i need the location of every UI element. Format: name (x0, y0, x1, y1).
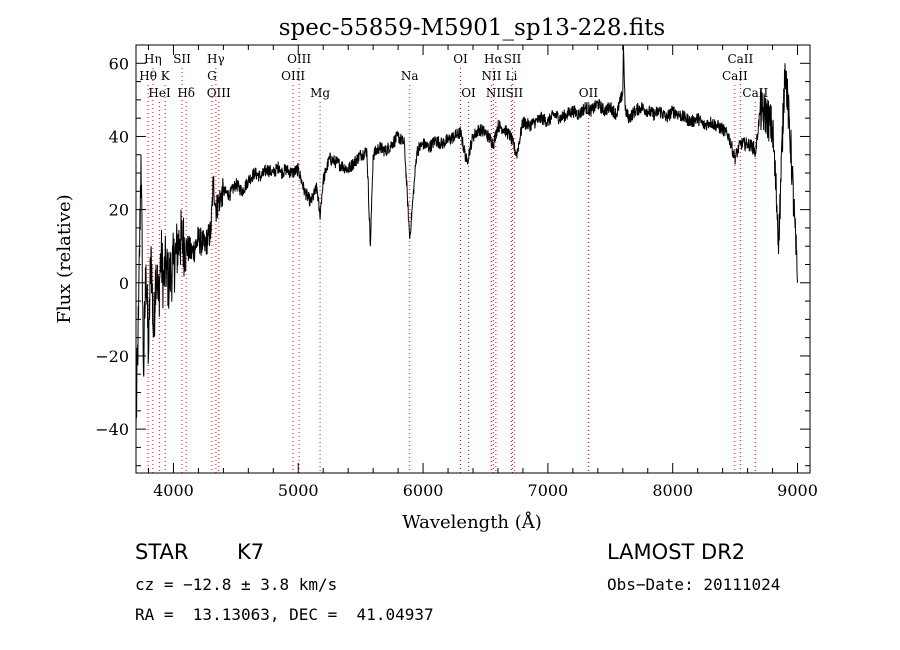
y-axis-label: Flux (relative) (54, 194, 75, 323)
object-class: STAR (135, 540, 189, 564)
line-marker-label: Hγ (207, 52, 225, 66)
y-tick-labels: −40 −20 0 20 40 60 (95, 54, 129, 439)
line-marker-label: Li (506, 69, 518, 83)
line-marker-label: CaII (727, 52, 753, 66)
y-tick-label: 20 (109, 201, 129, 220)
spectral-subclass: K7 (237, 540, 265, 564)
y-tick-label: 60 (109, 54, 129, 73)
line-marker-label: OI (461, 86, 476, 100)
line-marker-label: OIII (281, 69, 305, 83)
spectrum-line (135, 44, 798, 430)
line-marker-label: SII (505, 86, 523, 100)
line-marker-label: CaII (722, 69, 748, 83)
spectrum-chart: spec-55859-M5901_sp13-228.fits Hη Hθ K HeI S… (54, 15, 818, 533)
y-tick-label: 40 (109, 127, 129, 146)
line-marker-label: Mg (310, 86, 330, 100)
line-marker-label: Hη (144, 52, 162, 66)
x-tick-label: 7000 (528, 481, 569, 500)
survey-name: LAMOST DR2 (607, 540, 746, 564)
y-tick-label: −40 (95, 420, 129, 439)
line-marker-label: OIII (287, 52, 311, 66)
x-tick-label: 8000 (652, 481, 693, 500)
line-marker-label: NII (481, 69, 501, 83)
x-axis-label: Wavelength (Å) (402, 511, 542, 533)
y-tick-label: −20 (95, 347, 129, 366)
line-marker-label: NII (486, 86, 506, 100)
coordinates: RA = 13.13063, DEC = 41.04937 (135, 605, 434, 624)
line-marker-label: Hδ (177, 86, 195, 100)
chart-title: spec-55859-M5901_sp13-228.fits (279, 15, 665, 41)
axis-ticks (136, 44, 810, 473)
x-tick-labels: 4000 5000 6000 7000 8000 9000 (153, 481, 818, 500)
line-marker-label: OIII (207, 86, 231, 100)
line-marker-label: Hθ (139, 69, 157, 83)
line-marker-label: SII (173, 52, 191, 66)
line-marker-label: Hα (484, 52, 503, 66)
line-markers (147, 68, 756, 473)
y-tick-label: 0 (119, 274, 129, 293)
x-tick-label: 6000 (403, 481, 444, 500)
line-marker-label: K (161, 69, 171, 83)
line-marker-label: G (207, 69, 217, 83)
x-tick-label: 9000 (777, 481, 818, 500)
x-tick-label: 5000 (278, 481, 319, 500)
line-marker-label: OII (579, 86, 599, 100)
line-marker-label: SII (504, 52, 522, 66)
redshift-cz: cz = −12.8 ± 3.8 km/s (135, 575, 338, 594)
line-marker-label: OI (453, 52, 468, 66)
observation-date: Obs−Date: 20111024 (607, 575, 781, 594)
line-marker-label: HeI (148, 86, 171, 100)
x-tick-label: 4000 (153, 481, 194, 500)
plot-frame (135, 44, 811, 474)
line-marker-label: Na (401, 69, 419, 83)
